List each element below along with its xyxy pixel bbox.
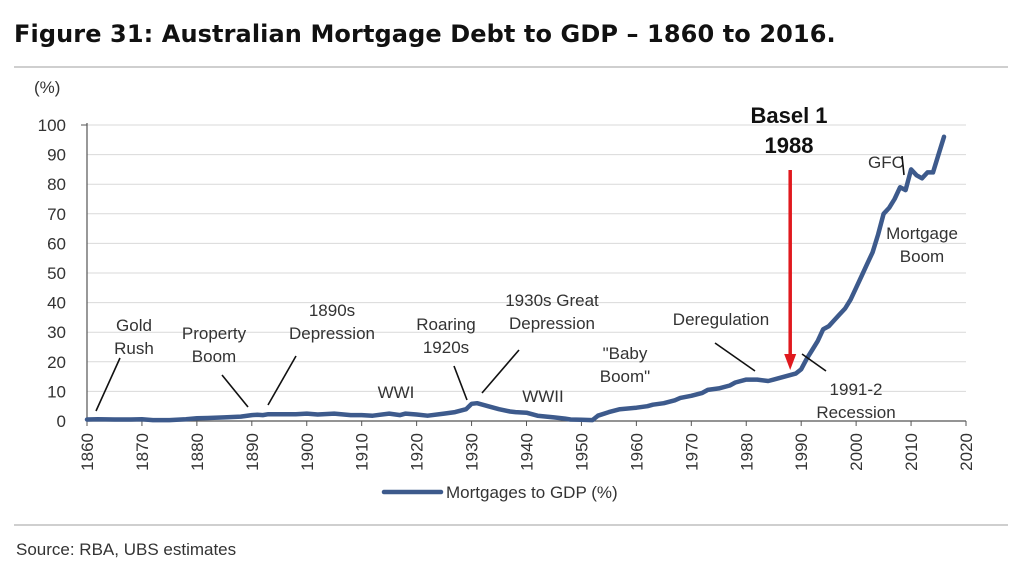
pointer-great-depression: [481, 349, 520, 394]
x-tick-label-1960: 1960: [627, 433, 646, 471]
y-tick-label-90: 90: [47, 146, 66, 165]
x-tick-label-1970: 1970: [682, 433, 701, 471]
bottom-divider: [14, 524, 1008, 526]
legend: Mortgages to GDP (%): [381, 483, 618, 502]
y-tick-label-100: 100: [38, 116, 66, 135]
x-tick-label-1880: 1880: [188, 433, 207, 471]
annotation-1890s-depression-line-0: 1890s: [309, 301, 355, 320]
pointer-deregulation: [714, 342, 756, 372]
source-note: Source: RBA, UBS estimates: [16, 540, 237, 559]
x-tick-label-1950: 1950: [572, 433, 591, 471]
x-tick-label-2000: 2000: [847, 433, 866, 471]
y-tick-label-30: 30: [47, 323, 66, 342]
x-tick-label-1930: 1930: [463, 433, 482, 471]
y-tick-label-50: 50: [47, 264, 66, 283]
annotations: Gold Rush Property Boom 1890s Depression WWI Ro…: [95, 103, 958, 422]
x-tick-label-1990: 1990: [792, 433, 811, 471]
y-tick-labels: 0 10 20 30 40 50 60 70 80 90 100: [38, 116, 66, 431]
top-divider: [14, 66, 1008, 68]
annotation-property-boom-line-1: Boom: [192, 347, 236, 366]
x-tick-label-1900: 1900: [298, 433, 317, 471]
annotation-1890s-depression-line-1: Depression: [289, 324, 375, 343]
pointer-roaring-1920s: [453, 365, 468, 401]
y-axis-label: (%): [34, 78, 60, 97]
x-tick-label-1910: 1910: [353, 433, 372, 471]
series: [84, 134, 947, 423]
annotation-gfc-line-0: GFC: [868, 153, 904, 172]
chart-title: Figure 31: Australian Mortgage Debt to G…: [14, 20, 836, 48]
pointer-1890s-depression: [267, 355, 297, 406]
y-tick-label-80: 80: [47, 175, 66, 194]
annotation-baby-boom-line-0: "Baby: [603, 344, 648, 363]
annotation-roaring-1920s-line-0: Roaring: [416, 315, 476, 334]
legend-label: Mortgages to GDP (%): [446, 483, 618, 502]
x-tick-label-1980: 1980: [737, 433, 756, 471]
annotation-deregulation-line-0: Deregulation: [673, 310, 769, 329]
x-tick-label-2010: 2010: [902, 433, 921, 471]
annotation-property-boom-line-0: Property: [182, 324, 247, 343]
basel-arrow-head: [784, 354, 797, 370]
annotation-great-depression-line-1: Depression: [509, 314, 595, 333]
x-tick-label-1860: 1860: [78, 433, 97, 471]
pointer-gfc: [901, 155, 905, 176]
annotation-gold-rush-line-1: Rush: [114, 339, 154, 358]
y-tick-label-0: 0: [57, 412, 66, 431]
x-tick-label-2020: 2020: [957, 433, 976, 471]
annotation-mortgage-boom-line-1: Boom: [900, 247, 944, 266]
x-tick-labels: 1860 1870 1880 1890 1900 1910 1920 1930 1940 1950…: [78, 433, 976, 471]
annotation-baby-boom-line-1: Boom": [600, 367, 650, 386]
y-tick-label-40: 40: [47, 294, 66, 313]
annotation-great-depression-line-0: 1930s Great: [505, 291, 599, 310]
y-tick-label-70: 70: [47, 205, 66, 224]
y-tick-label-20: 20: [47, 353, 66, 372]
annotation-1991-2-recession-line-1: Recession: [816, 403, 895, 422]
series-line-0: [84, 134, 947, 423]
x-tick-label-1890: 1890: [243, 433, 262, 471]
pointer-property-boom: [221, 374, 249, 408]
annotation-roaring-1920s-line-1: 1920s: [423, 338, 469, 357]
gridlines: [87, 124, 966, 392]
x-tick-label-1870: 1870: [133, 433, 152, 471]
annotation-mortgage-boom-line-0: Mortgage: [886, 224, 958, 243]
pointer-1991-2-recession: [801, 353, 827, 372]
annotation-gold-rush-line-0: Gold: [116, 316, 152, 335]
x-tick-label-1940: 1940: [518, 433, 537, 471]
y-tick-label-10: 10: [47, 382, 66, 401]
y-tick-label-60: 60: [47, 234, 66, 253]
pointer-gold-rush: [95, 357, 121, 412]
annotation-basel-1-line-1: 1988: [765, 133, 814, 158]
annotation-basel-1-line-0: Basel 1: [750, 103, 827, 128]
annotation-wwii-line-0: WWII: [522, 387, 564, 406]
annotation-wwi-line-0: WWI: [378, 383, 415, 402]
annotation-1991-2-recession-line-0: 1991-2: [830, 380, 883, 399]
x-tick-label-1920: 1920: [408, 433, 427, 471]
